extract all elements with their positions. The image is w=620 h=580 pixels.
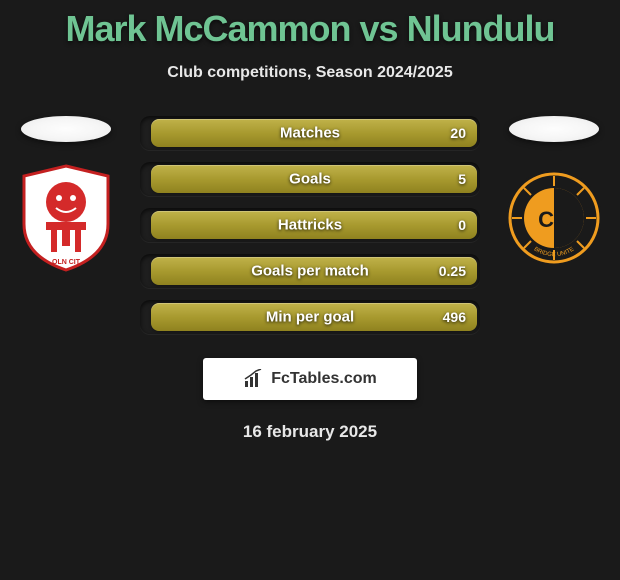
stat-row: Goals per match 0.25 [140, 254, 480, 288]
right-player-col: CU BRIDGE UNITE [504, 116, 604, 268]
stat-value-right: 5 [458, 171, 466, 187]
stat-value-right: 0.25 [439, 263, 466, 279]
player-photo-placeholder-left [21, 116, 111, 142]
badge-text-right: CU [538, 207, 570, 232]
player-photo-placeholder-right [509, 116, 599, 142]
stat-label: Hattricks [278, 217, 342, 234]
right-club-badge: CU BRIDGE UNITE [504, 168, 604, 268]
stat-label: Goals [289, 171, 331, 188]
stat-value-right: 0 [458, 217, 466, 233]
comparison-card: Mark McCammon vs Nlundulu Club competiti… [0, 0, 620, 442]
stat-row: Matches 20 [140, 116, 480, 150]
badge-text-left: OLN CIT [52, 259, 81, 266]
source-logo[interactable]: FcTables.com [203, 358, 417, 400]
date-label: 16 february 2025 [0, 422, 620, 442]
stats-column: Matches 20 Goals 5 Hattricks 0 Goals per match… [140, 116, 480, 334]
stat-row: Goals 5 [140, 162, 480, 196]
stat-value-right: 20 [450, 125, 466, 141]
crest-icon: OLN CIT [16, 164, 116, 272]
left-club-badge: OLN CIT [16, 168, 116, 268]
page-title: Mark McCammon vs Nlundulu [0, 8, 620, 50]
chart-icon [243, 369, 265, 389]
crest-icon: CU BRIDGE UNITE [504, 168, 604, 268]
main-row: OLN CIT Matches 20 Goals 5 Hattricks 0 Goals p… [0, 116, 620, 334]
stat-label: Goals per match [251, 263, 369, 280]
stat-value-right: 496 [443, 309, 466, 325]
subtitle: Club competitions, Season 2024/2025 [0, 64, 620, 82]
stat-label: Min per goal [266, 309, 354, 326]
stat-row: Min per goal 496 [140, 300, 480, 334]
left-player-col: OLN CIT [16, 116, 116, 268]
stat-row: Hattricks 0 [140, 208, 480, 242]
stat-label: Matches [280, 125, 340, 142]
source-logo-text: FcTables.com [271, 370, 377, 388]
